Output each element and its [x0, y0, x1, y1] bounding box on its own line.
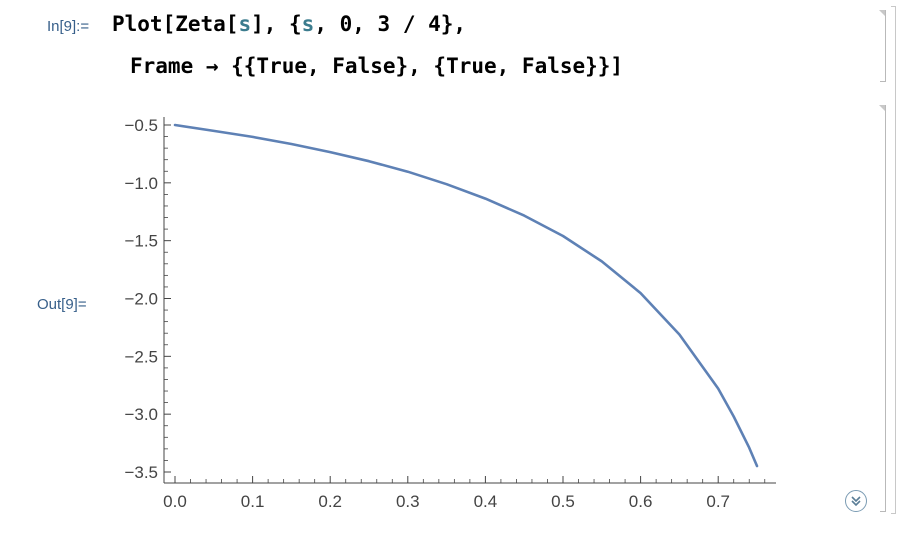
input-code-line-2[interactable]: Frame → {{True, False}, {True, False}}] [130, 54, 624, 78]
input-cell-bracket[interactable] [880, 10, 886, 82]
code-token: , 0, 3 / 4}, [314, 12, 467, 36]
more-options-button[interactable] [845, 490, 867, 512]
code-symbol: s [301, 12, 315, 36]
x-tick-label: 0.6 [629, 492, 653, 511]
y-tick-label: −2.5 [124, 347, 158, 366]
input-code-line-1[interactable]: Plot[Zeta[s], {s, 0, 3 / 4}, [112, 12, 466, 36]
code-symbol: s [238, 12, 252, 36]
cell-corner-icon [879, 10, 885, 16]
cell-group-bracket[interactable] [891, 6, 896, 514]
input-label: In[9]:= [47, 18, 90, 35]
y-tick-label: −1.5 [124, 232, 158, 251]
y-tick-label: −1.0 [124, 174, 158, 193]
zeta-curve [173, 123, 759, 468]
x-tick-label: 0.2 [318, 492, 342, 511]
double-chevron-down-icon [851, 496, 861, 507]
code-token: ], { [251, 12, 302, 36]
x-tick-label: 0.0 [163, 492, 187, 511]
cell-corner-icon [879, 105, 885, 111]
x-tick-label: 0.1 [241, 492, 265, 511]
x-tick-label: 0.3 [396, 492, 420, 511]
y-tick-label: −0.5 [124, 116, 158, 135]
code-token: Plot[Zeta[ [112, 12, 239, 36]
zeta-plot[interactable]: −0.5 −1.0 −1.5 −2.0 −2.5 −3.0 −3.5 0.0 0.1 0.2 0.3… [100, 105, 790, 515]
y-tick-label: −2.0 [124, 290, 158, 309]
output-cell-bracket[interactable] [880, 105, 886, 512]
x-tick-label: 0.4 [474, 492, 498, 511]
x-tick-label: 0.7 [706, 492, 730, 511]
y-tick-label: −3.5 [124, 463, 158, 482]
x-tick-label: 0.5 [551, 492, 575, 511]
output-label: Out[9]= [37, 296, 87, 313]
y-tick-label: −3.0 [124, 405, 158, 424]
